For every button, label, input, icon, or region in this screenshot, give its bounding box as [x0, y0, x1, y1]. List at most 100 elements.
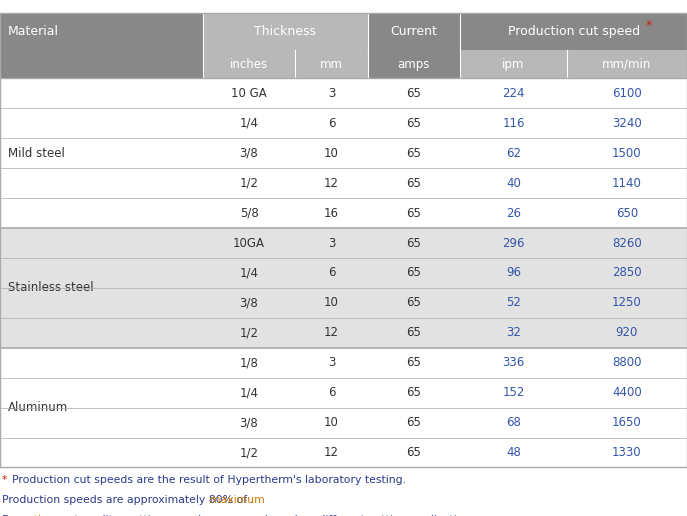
Text: 224: 224 [502, 87, 525, 100]
Bar [567, 348, 687, 378]
Bar [567, 78, 687, 108]
Text: 920: 920 [616, 326, 638, 340]
Text: 1650: 1650 [612, 416, 642, 429]
Bar [0, 408, 203, 438]
Bar [0, 228, 203, 258]
Bar [368, 408, 460, 438]
Text: mm: mm [320, 58, 343, 71]
Bar [460, 13, 687, 50]
Bar [460, 378, 567, 408]
Text: Mild steel: Mild steel [8, 147, 65, 160]
Text: 12: 12 [324, 176, 339, 190]
Text: 65: 65 [407, 236, 421, 250]
Bar [203, 13, 368, 50]
Text: 6100: 6100 [612, 87, 642, 100]
Bar [203, 288, 295, 318]
Text: 3240: 3240 [612, 117, 642, 130]
Bar [295, 78, 368, 108]
Bar [295, 228, 368, 258]
Bar [0, 378, 203, 408]
Bar [295, 108, 368, 138]
Bar [460, 108, 567, 138]
Text: 10: 10 [324, 416, 339, 429]
Bar [0, 288, 203, 318]
Bar [368, 198, 460, 228]
Bar [567, 288, 687, 318]
Text: 16: 16 [324, 206, 339, 220]
Bar [460, 438, 567, 467]
Text: 3/8: 3/8 [240, 147, 258, 160]
Text: 1/2: 1/2 [240, 176, 258, 190]
Bar [567, 108, 687, 138]
Text: Stainless steel: Stainless steel [8, 281, 94, 295]
Text: Aluminum: Aluminum [8, 401, 69, 414]
Text: 3/8: 3/8 [240, 296, 258, 310]
Text: Material: Material [8, 25, 59, 38]
Text: 2850: 2850 [612, 266, 642, 280]
Text: 65: 65 [407, 416, 421, 429]
Text: 10: 10 [324, 296, 339, 310]
Text: 52: 52 [506, 296, 521, 310]
Text: 40: 40 [506, 176, 521, 190]
Text: 65: 65 [407, 206, 421, 220]
Bar [0, 138, 203, 168]
Bar [0, 318, 203, 348]
Bar [368, 108, 460, 138]
Text: 68: 68 [506, 416, 521, 429]
Bar [295, 198, 368, 228]
Text: 1250: 1250 [612, 296, 642, 310]
Text: inches: inches [230, 58, 268, 71]
Bar [460, 168, 567, 198]
Bar [203, 108, 295, 138]
Bar [460, 138, 567, 168]
Bar [0, 168, 203, 198]
Text: 12: 12 [324, 326, 339, 340]
Bar [567, 408, 687, 438]
Bar [203, 138, 295, 168]
Bar [567, 438, 687, 467]
Bar [295, 348, 368, 378]
Bar [203, 318, 295, 348]
Text: 1/8: 1/8 [240, 356, 258, 369]
Bar [460, 78, 567, 108]
Bar [460, 288, 567, 318]
Text: 10 GA: 10 GA [231, 87, 267, 100]
Text: 650: 650 [616, 206, 638, 220]
Text: 1/4: 1/4 [240, 386, 258, 399]
Text: 8260: 8260 [612, 236, 642, 250]
Text: 65: 65 [407, 176, 421, 190]
Text: 116: 116 [502, 117, 525, 130]
Text: Current: Current [390, 25, 438, 38]
Text: .: . [249, 495, 253, 505]
Text: 65: 65 [407, 87, 421, 100]
Bar [295, 378, 368, 408]
Text: 65: 65 [407, 117, 421, 130]
Text: 62: 62 [506, 147, 521, 160]
Bar [368, 438, 460, 467]
Text: 6: 6 [328, 386, 335, 399]
Bar [460, 198, 567, 228]
Bar [460, 50, 567, 78]
Bar [368, 288, 460, 318]
Text: ipm: ipm [502, 58, 525, 71]
Text: Production speeds are approximately 80% of: Production speeds are approximately 80% … [2, 495, 251, 505]
Bar [368, 258, 460, 288]
Bar [0, 438, 203, 467]
Bar [295, 438, 368, 467]
Bar [460, 228, 567, 258]
Text: 1140: 1140 [612, 176, 642, 190]
Bar [0, 78, 203, 108]
Bar [295, 138, 368, 168]
Text: 1/2: 1/2 [240, 446, 258, 459]
Bar [567, 228, 687, 258]
Text: mm/min: mm/min [602, 58, 651, 71]
Bar [567, 378, 687, 408]
Bar [203, 50, 295, 78]
Bar [368, 50, 460, 78]
Bar [295, 318, 368, 348]
Bar [295, 50, 368, 78]
Bar [567, 258, 687, 288]
Text: Thickness: Thickness [254, 25, 316, 38]
Bar [368, 348, 460, 378]
Bar [203, 378, 295, 408]
